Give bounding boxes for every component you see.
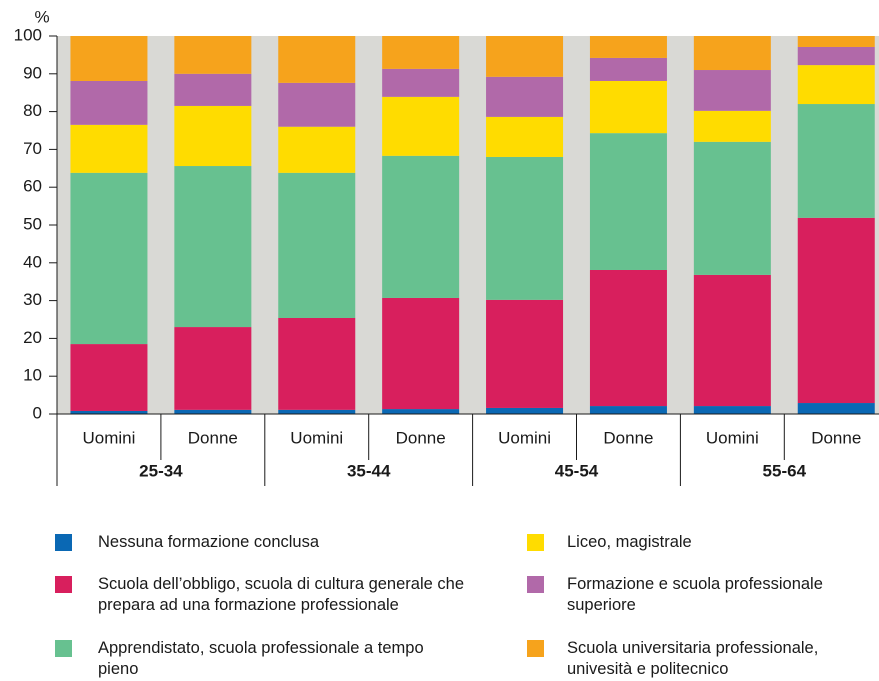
bar-segment bbox=[486, 76, 564, 117]
bar-segment bbox=[70, 80, 148, 125]
bar-segment bbox=[382, 36, 460, 69]
bar-segment bbox=[382, 68, 460, 97]
legend-label: Liceo, magistrale bbox=[567, 533, 692, 551]
legend-swatch bbox=[527, 576, 544, 593]
bar-segment bbox=[70, 410, 148, 414]
bar-segment bbox=[382, 155, 460, 298]
y-tick-label: 10 bbox=[23, 366, 42, 385]
bar-segment bbox=[174, 327, 252, 410]
group-label: 25-34 bbox=[139, 461, 183, 480]
bar-segment bbox=[70, 172, 148, 345]
y-tick-label: 30 bbox=[23, 290, 42, 309]
bar-segment bbox=[278, 317, 356, 410]
legend-swatch bbox=[55, 640, 72, 657]
bar-segment bbox=[174, 73, 252, 106]
bar-segment bbox=[278, 36, 356, 83]
bar-segment bbox=[70, 124, 148, 173]
bar-segment bbox=[486, 116, 564, 157]
group-label: 45-54 bbox=[555, 461, 599, 480]
bar-segment bbox=[797, 46, 875, 66]
y-tick-label: 90 bbox=[23, 63, 42, 82]
bar-segment bbox=[382, 96, 460, 156]
bar-segment bbox=[174, 409, 252, 414]
y-tick-label: 60 bbox=[23, 177, 42, 196]
bar-segment bbox=[382, 409, 460, 414]
legend-label: Scuola universitaria professionale, univ… bbox=[567, 639, 819, 678]
bar-segment bbox=[797, 403, 875, 414]
bar-segment bbox=[70, 344, 148, 411]
legend-swatch bbox=[527, 534, 544, 551]
y-tick-label: 50 bbox=[23, 214, 42, 233]
x-tick-label: Uomini bbox=[498, 428, 551, 447]
bar-segment bbox=[174, 105, 252, 167]
group-label: 35-44 bbox=[347, 461, 391, 480]
x-tick-label: Uomini bbox=[290, 428, 343, 447]
y-tick-label: 100 bbox=[14, 25, 42, 44]
chart: % 0 10 20 30 40 50 60 70 80 90 100 Uomini Donne Uomin… bbox=[14, 7, 879, 486]
bar-segment bbox=[797, 104, 875, 218]
bar-segment bbox=[278, 409, 356, 414]
bar-segment bbox=[486, 299, 564, 408]
bar-segment bbox=[174, 36, 252, 74]
bar-segment bbox=[278, 126, 356, 173]
bar-segment bbox=[693, 274, 771, 407]
y-unit: % bbox=[34, 7, 49, 26]
bar-segment bbox=[486, 36, 564, 77]
bar-segment bbox=[70, 36, 148, 81]
bar-segment bbox=[693, 406, 771, 414]
bar-segment bbox=[797, 65, 875, 105]
bar-segment bbox=[382, 297, 460, 410]
x-tick-label: Donne bbox=[603, 428, 653, 447]
y-tick-label: 70 bbox=[23, 139, 42, 158]
bar-segment bbox=[589, 80, 667, 134]
y-tick-label: 0 bbox=[33, 403, 42, 422]
legend-swatch bbox=[527, 640, 544, 657]
bar-segment bbox=[589, 36, 667, 58]
legend-label: Nessuna formazione conclusa bbox=[98, 533, 320, 551]
legend-swatch bbox=[55, 576, 72, 593]
bar-segment bbox=[693, 110, 771, 142]
bar-segment bbox=[797, 217, 875, 404]
bar-segment bbox=[797, 36, 875, 47]
bar-segment bbox=[693, 141, 771, 275]
y-tick-label: 80 bbox=[23, 101, 42, 120]
group-label: 55-64 bbox=[763, 461, 807, 480]
legend-label: Scuola dell’obbligo, scuola di cultura g… bbox=[98, 575, 464, 614]
x-tick-label: Donne bbox=[396, 428, 446, 447]
bar-segment bbox=[589, 269, 667, 407]
bar-segment bbox=[278, 82, 356, 127]
y-tick-label: 20 bbox=[23, 328, 42, 347]
bar-segment bbox=[589, 406, 667, 414]
bar-segment bbox=[486, 156, 564, 300]
x-tick-label: Donne bbox=[811, 428, 861, 447]
x-tick-label: Uomini bbox=[706, 428, 759, 447]
legend-label: Apprendistato, scuola professionale a te… bbox=[98, 639, 424, 678]
bar-segment bbox=[693, 36, 771, 71]
bar-segment bbox=[589, 133, 667, 270]
bar-segment bbox=[589, 57, 667, 81]
x-tick-label: Uomini bbox=[82, 428, 135, 447]
legend-swatch bbox=[55, 534, 72, 551]
x-tick-label: Donne bbox=[188, 428, 238, 447]
y-tick-label: 40 bbox=[23, 252, 42, 271]
bar-segment bbox=[174, 166, 252, 328]
legend-label: Formazione e scuola professionale superi… bbox=[567, 575, 823, 614]
bar-segment bbox=[278, 172, 356, 318]
bar-segment bbox=[486, 407, 564, 414]
bar-segment bbox=[693, 70, 771, 111]
